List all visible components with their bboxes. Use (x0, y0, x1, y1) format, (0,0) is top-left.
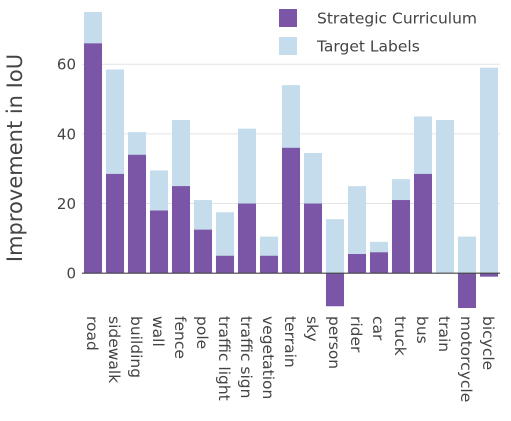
bar-strategic-curriculum-traffic-sign (237, 203, 257, 274)
legend: Strategic Curriculum Target Labels (268, 3, 508, 61)
bars-layer (83, 12, 499, 308)
legend-swatch (279, 9, 297, 27)
bar-strategic-curriculum-motorcycle (457, 273, 477, 308)
x-tick-label: sidewalk (105, 316, 123, 383)
legend-label: Strategic Curriculum (317, 10, 477, 28)
bar-strategic-curriculum-sky (303, 203, 323, 274)
legend-background (268, 3, 508, 61)
x-tick-label: road (83, 316, 101, 351)
x-tick-label: fence (171, 316, 189, 359)
bar-target-labels-rider (347, 186, 367, 274)
y-tick-label: 20 (57, 195, 76, 213)
x-tick-label: vegetation (259, 316, 277, 399)
bar-strategic-curriculum-terrain (281, 147, 301, 274)
x-tick-label: pole (193, 316, 211, 349)
x-tick-label: wall (149, 316, 167, 347)
bar-strategic-curriculum-bus (413, 173, 433, 274)
x-tick-label: terrain (281, 316, 299, 368)
x-tick-label: traffic light (215, 316, 233, 401)
x-tick-label: train (435, 316, 453, 352)
bar-target-labels-person (325, 219, 345, 274)
bar-strategic-curriculum-truck (391, 200, 411, 274)
x-tick-label: building (127, 316, 145, 378)
bar-strategic-curriculum-vegetation (259, 255, 279, 274)
bar-strategic-curriculum-building (127, 154, 147, 274)
x-tick-label: rider (347, 316, 365, 353)
x-tick-label: bus (413, 316, 431, 344)
bar-strategic-curriculum-car (369, 252, 389, 274)
x-tick-label: car (369, 316, 387, 341)
bar-strategic-curriculum-pole (193, 229, 213, 274)
y-tick-label: 60 (57, 56, 76, 74)
bar-strategic-curriculum-sidewalk (105, 173, 125, 274)
x-tick-label: truck (391, 316, 409, 356)
bar-strategic-curriculum-wall (149, 210, 169, 274)
bar-strategic-curriculum-traffic-light (215, 255, 235, 274)
bar-strategic-curriculum-fence (171, 186, 191, 274)
x-tick-label: bicycle (479, 316, 497, 370)
bar-strategic-curriculum-bicycle (479, 273, 499, 277)
axis-layer: 0 20 40 60 road sidewalk building wall fence pole… (57, 56, 497, 402)
x-tick-label: person (325, 316, 343, 369)
x-tick-label: sky (303, 316, 321, 342)
bar-target-labels-train (435, 119, 455, 274)
bar-target-labels-motorcycle (457, 236, 477, 274)
x-tick-label: traffic sign (237, 316, 255, 398)
bar-strategic-curriculum-rider (347, 254, 367, 274)
y-tick-label: 0 (66, 265, 76, 283)
legend-swatch (279, 37, 297, 55)
y-axis-title: Improvement in IoU (3, 54, 27, 262)
x-tick-label: motorcycle (457, 316, 475, 402)
bar-strategic-curriculum-road (83, 43, 103, 274)
bar-target-labels-bicycle (479, 67, 499, 274)
y-tick-label: 40 (57, 125, 76, 143)
bar-strategic-curriculum-person (325, 273, 345, 307)
legend-label: Target Labels (316, 38, 420, 56)
